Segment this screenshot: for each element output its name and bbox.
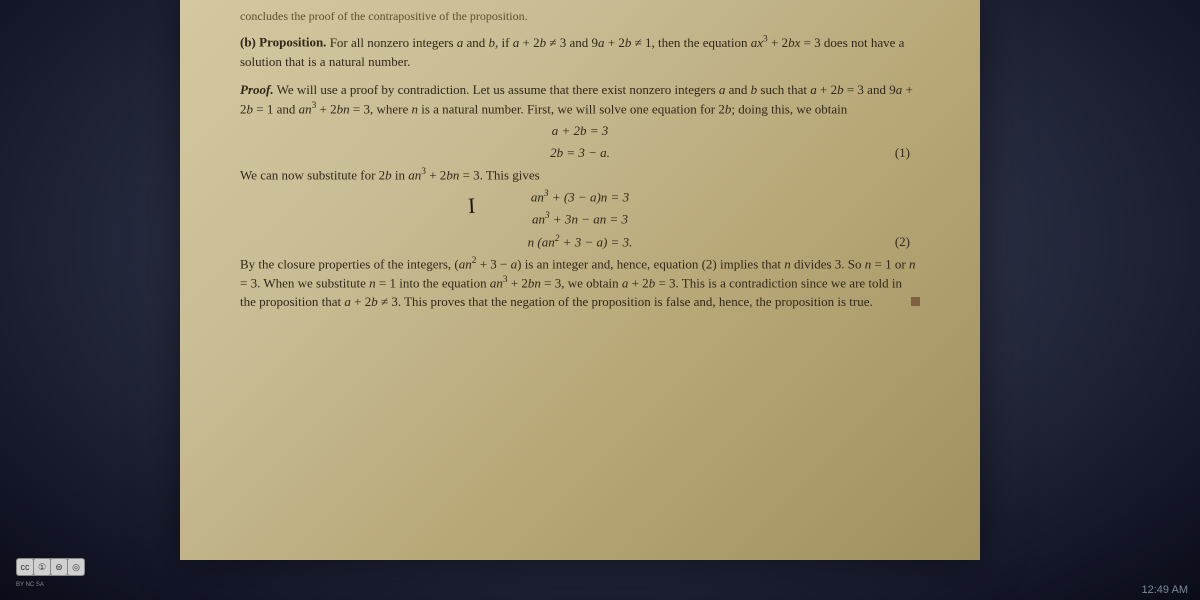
system-clock: 12:49 AM — [1142, 584, 1188, 596]
proof-paragraph-1: Proof. We will use a proof by contradict… — [240, 81, 920, 119]
previous-paragraph-fragment: concludes the proof of the contrapositiv… — [240, 8, 920, 25]
equation-1a: a + 2b = 3 — [240, 122, 920, 141]
cc-license-badge: cc ① ⊜ ◎ — [16, 558, 85, 576]
equation-2a: an3 + (3 − a)n = 3 — [240, 188, 920, 207]
cc-sublabel: BY NC SA — [16, 582, 44, 588]
nc-icon: ⊜ — [51, 559, 67, 575]
proof-paragraph-2: We can now substitute for 2b in an3 + 2b… — [240, 166, 920, 185]
equation-number-2: (2) — [895, 233, 910, 252]
proof-block: Proof. We will use a proof by contradict… — [240, 81, 920, 312]
equation-2b: an3 + 3n − an = 3 — [240, 210, 920, 229]
proof-paragraph-3: By the closure properties of the integer… — [240, 255, 920, 312]
proposition-text: (b) Proposition. For all nonzero integer… — [240, 33, 920, 71]
qed-square-icon — [911, 297, 920, 306]
by-icon: ① — [34, 559, 50, 575]
equation-number-1: (1) — [895, 144, 910, 163]
proposition-block: (b) Proposition. For all nonzero integer… — [240, 33, 920, 71]
cc-icon: cc — [17, 559, 33, 575]
proof-label: Proof. — [240, 82, 274, 97]
proposition-statement: For all nonzero integers a and b, if a +… — [240, 35, 904, 69]
equation-1b: 2b = 3 − a.(1) — [240, 144, 920, 163]
proposition-label: (b) Proposition. — [240, 35, 326, 50]
equation-2c: n (an2 + 3 − a) = 3.(2) — [240, 233, 920, 252]
sa-icon: ◎ — [68, 559, 84, 575]
textbook-page: concludes the proof of the contrapositiv… — [180, 0, 980, 560]
